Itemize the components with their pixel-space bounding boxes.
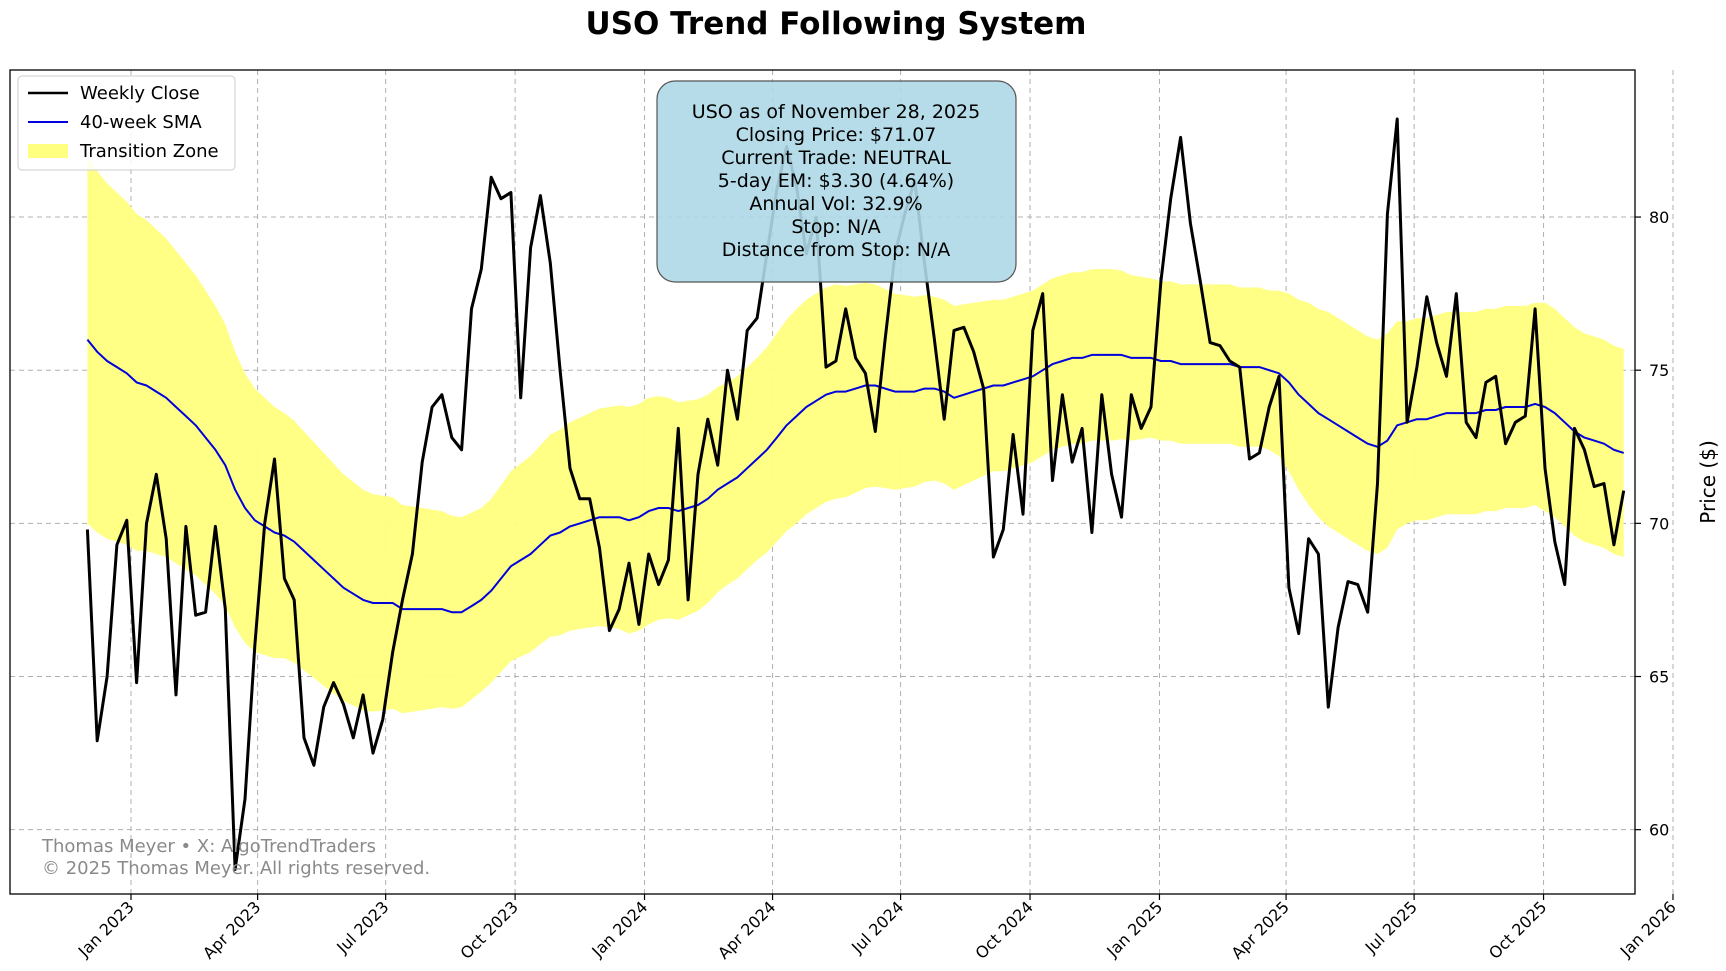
watermark: Thomas Meyer • X: AlgoTrendTraders © 202… — [41, 836, 430, 879]
info-current-trade: Current Trade: NEUTRAL — [721, 147, 951, 169]
x-tick-label: Apr 2023 — [199, 897, 264, 962]
legend-weekly-close-label: Weekly Close — [80, 83, 200, 104]
x-tick-label: Jul 2024 — [847, 897, 907, 957]
x-tick-label: Jan 2026 — [1616, 897, 1680, 961]
plot-frame — [9, 69, 1636, 895]
legend: Weekly Close 40-week SMA Transition Zone — [17, 75, 236, 171]
info-box-frame — [656, 80, 1017, 283]
y-axis: 60 65 70 75 80 — [1635, 208, 1669, 840]
watermark-copyright: © 2025 Thomas Meyer. All rights reserved… — [42, 858, 430, 879]
info-distance-from-stop: Distance from Stop: N/A — [722, 239, 951, 261]
y-tick-label: 60 — [1649, 821, 1669, 840]
x-tick-label: Jan 2024 — [587, 897, 651, 961]
info-stop: Stop: N/A — [791, 216, 880, 238]
info-expected-move: 5-day EM: $3.30 (4.64%) — [718, 170, 954, 192]
x-tick-label: Apr 2025 — [1228, 897, 1293, 962]
x-tick-label: Jul 2025 — [1361, 897, 1421, 957]
info-as-of: USO as of November 28, 2025 — [692, 101, 980, 123]
chart-title: USO Trend Following System — [586, 6, 1087, 42]
transition-zone-layer — [87, 155, 1624, 714]
y-tick-label: 65 — [1649, 668, 1669, 687]
transition-zone-band — [87, 155, 1624, 714]
y-axis-label: Price ($) — [1696, 440, 1720, 523]
y-tick-label: 75 — [1649, 361, 1669, 380]
sma-40-week-line — [86, 338, 1625, 614]
legend-sma-label: 40-week SMA — [80, 112, 202, 133]
watermark-author: Thomas Meyer • X: AlgoTrendTraders — [41, 836, 376, 857]
y-tick-label: 70 — [1649, 514, 1669, 533]
x-axis: Jan 2023 Apr 2023 Jul 2023 Oct 2023 Jan 2024… — [74, 894, 1680, 963]
x-tick-label: Apr 2024 — [714, 897, 779, 962]
x-tick-label: Oct 2023 — [457, 897, 522, 962]
x-tick-label: Oct 2025 — [1485, 897, 1550, 962]
x-tick-label: Jul 2023 — [332, 897, 392, 957]
legend-zone-label: Transition Zone — [79, 141, 219, 162]
weekly-close-line — [85, 117, 1626, 871]
legend-zone-swatch — [28, 144, 68, 158]
x-tick-label: Jan 2023 — [74, 897, 138, 961]
series-layer — [85, 117, 1626, 871]
info-box: USO as of November 28, 2025 Closing Pric… — [656, 80, 1017, 283]
x-tick-label: Jan 2025 — [1102, 897, 1166, 961]
info-closing-price: Closing Price: $71.07 — [736, 124, 937, 146]
x-tick-label: Oct 2024 — [971, 897, 1036, 962]
info-annual-vol: Annual Vol: 32.9% — [749, 193, 922, 215]
legend-frame — [17, 75, 236, 171]
y-tick-label: 80 — [1649, 208, 1669, 227]
